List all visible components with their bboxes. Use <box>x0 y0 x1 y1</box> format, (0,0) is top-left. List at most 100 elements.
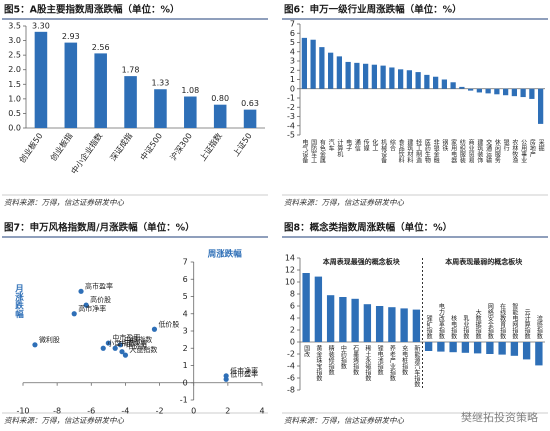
y-tick-label: 4 <box>290 314 295 323</box>
bar <box>380 65 386 89</box>
y-tick-label: -1 <box>180 396 188 405</box>
bar <box>345 61 351 89</box>
point <box>223 373 229 379</box>
bar <box>461 342 470 353</box>
source: 资料来源：万得，信达证券研发中心 <box>4 198 124 207</box>
point <box>112 345 118 351</box>
bar <box>326 295 335 342</box>
x-tick-label: 采掘 <box>537 138 544 152</box>
chart-title: 图6：申万一级行业周涨跌幅（单位：%） <box>284 4 462 16</box>
watermark: 樊继拓投资策略 <box>461 410 538 424</box>
y-tick-label: 0 <box>290 84 295 93</box>
bar <box>371 64 377 89</box>
bar <box>154 89 167 128</box>
x-tick-label: 综合 <box>388 138 395 152</box>
bar <box>243 109 257 128</box>
bar <box>459 86 465 89</box>
y-tick-label: 3.5 <box>8 22 21 31</box>
bar <box>124 76 137 128</box>
x-tick-label: 食品饮料 <box>397 138 404 164</box>
chart-title: 图8：概念类指数周涨跌幅（单位：%） <box>284 222 452 234</box>
x-tick-label: 中证500 <box>138 131 164 162</box>
y-tick-label: -6 <box>287 374 295 383</box>
bar <box>450 82 456 89</box>
x-tick-label: 通信 <box>353 138 360 152</box>
bar <box>424 342 433 351</box>
bar <box>433 76 439 89</box>
bar <box>510 342 519 356</box>
x-tick-label: 商业贸易 <box>467 138 474 164</box>
x-tick-label: 非银金融 <box>432 138 439 164</box>
bar <box>319 47 325 89</box>
bar <box>301 37 307 89</box>
bar <box>336 56 342 89</box>
x-tick-label: 休闲服务 <box>493 138 500 164</box>
point-label: 中市盈率 <box>112 333 140 342</box>
y-tick-label: 14 <box>285 254 295 263</box>
bar <box>375 306 384 342</box>
x-tick-label: 钢铁 <box>441 138 448 152</box>
bar <box>520 88 526 98</box>
point-label: 中市净率 <box>119 338 147 347</box>
value-label: 1.08 <box>181 86 199 95</box>
x-tick-label: 家用电器 <box>450 138 457 164</box>
bar <box>449 342 457 353</box>
y-tick-label: 12 <box>285 266 295 275</box>
x-tick-label: 核电指数 <box>450 314 457 340</box>
source: 资料来源：万得，信达证券研发中心 <box>284 198 404 207</box>
bar <box>535 342 543 366</box>
x-tick-label: 上证50 <box>231 131 253 158</box>
bar <box>511 88 517 97</box>
x-tick-label: 电力改革指数 <box>437 302 444 340</box>
source: 资料来源：万得，信达证券研发中心 <box>4 416 124 425</box>
y-tick-label: 1 <box>183 361 188 370</box>
x-tick-label: -2 <box>156 407 164 416</box>
bar <box>363 63 369 89</box>
y-tick-label: -4 <box>287 362 295 371</box>
y-tick-label: 1.5 <box>8 80 21 89</box>
x-tick-label: -6 <box>87 407 95 416</box>
value-label: 0.80 <box>211 94 229 103</box>
x-tick-label: 中药指数 <box>339 344 346 370</box>
y-axis-title: 周涨跌幅 <box>208 249 243 260</box>
x-tick-label: 乳业指数 <box>462 314 469 340</box>
x-tick-label: 农林牧渔 <box>511 138 518 164</box>
y-tick-label: 0 <box>183 378 188 387</box>
x-tick-label: 上证指数 <box>197 131 224 163</box>
point-label: 高价股 <box>90 295 111 304</box>
bar <box>314 276 323 342</box>
y-tick-label: 4 <box>290 47 295 56</box>
x-tick-label: 医药生物 <box>423 139 430 164</box>
point <box>71 311 77 317</box>
point <box>122 352 129 358</box>
bar <box>351 298 359 342</box>
bar <box>468 88 474 91</box>
point-label: 高市盈率 <box>85 281 113 290</box>
x-tick-label: 传媒 <box>362 138 369 152</box>
x-tick-label: 新能源汽车指数 <box>413 344 420 388</box>
y-tick-label: 3.0 <box>8 36 21 45</box>
value-label: 1.78 <box>122 66 140 75</box>
y-tick-label: 1.0 <box>8 94 21 103</box>
chart-title: 图7：申万风格指数周/月涨跌幅（单位：%） <box>4 222 195 234</box>
bar <box>213 104 227 128</box>
x-tick-label: 锂矿指数 <box>425 314 432 340</box>
bar <box>64 42 78 128</box>
y-tick-label: -2 <box>287 350 295 359</box>
x-tick-label: 汽车 <box>327 138 334 152</box>
bar <box>363 304 372 342</box>
x-tick-label: 4 <box>259 407 264 416</box>
y-tick-label: 7 <box>290 20 295 29</box>
bar <box>529 88 535 99</box>
x-tick-label: 云计算指数 <box>523 309 530 340</box>
point-label: 低市净率 <box>230 366 258 375</box>
bar <box>406 70 412 89</box>
x-tick-label: 精装修指数 <box>327 344 334 376</box>
bar <box>398 69 404 89</box>
source: 资料来源：万得，信达证券研发中心 <box>284 416 404 425</box>
point <box>117 342 123 348</box>
x-tick-label: 创业板50 <box>17 131 45 165</box>
x-tick-label: 网络安全指数 <box>486 303 493 340</box>
y-tick-label: 6 <box>290 302 295 311</box>
